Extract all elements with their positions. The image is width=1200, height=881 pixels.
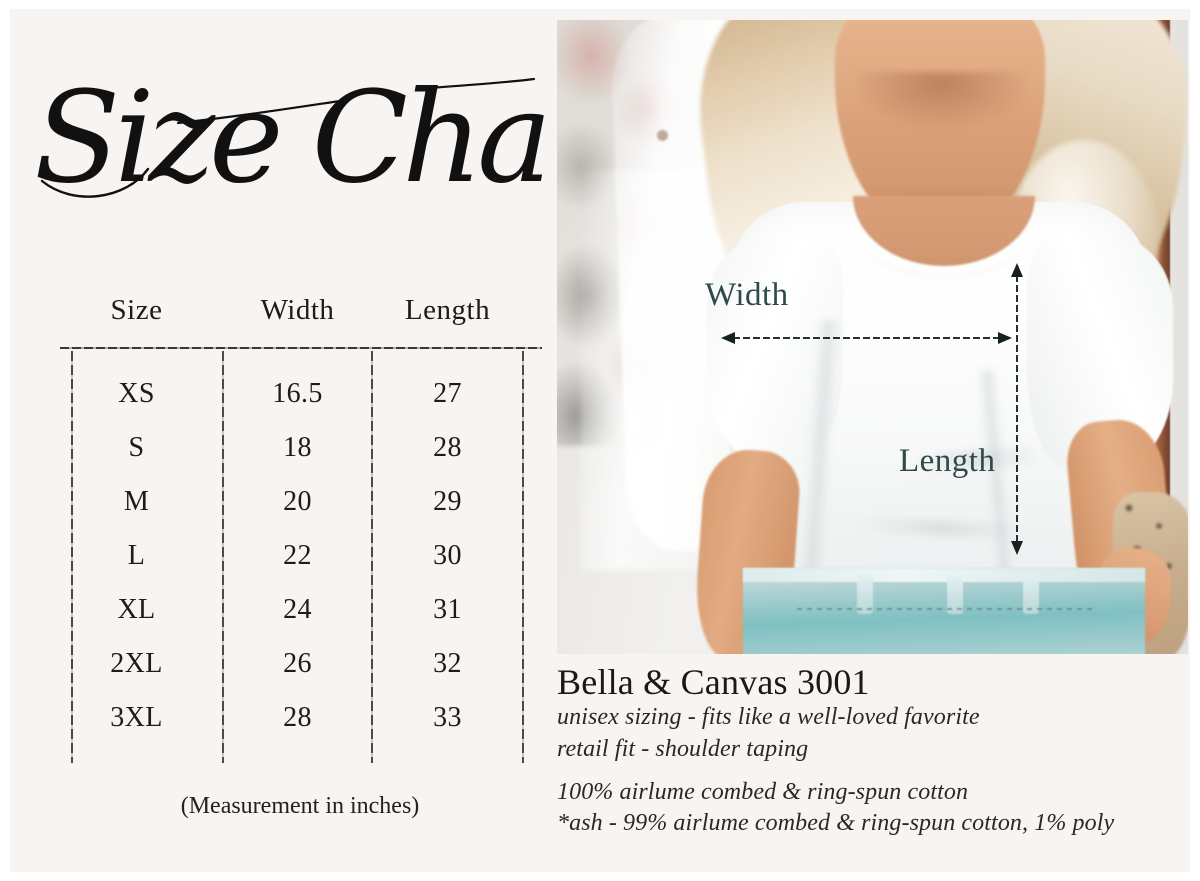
page-title: Size Chart bbox=[28, 31, 548, 241]
table-row: M 20 29 bbox=[50, 475, 550, 529]
table-header-rule bbox=[60, 347, 542, 349]
cell-length: 31 bbox=[433, 594, 462, 625]
content-panel: Size Chart Size Width Length bbox=[10, 9, 1190, 872]
product-description: Bella & Canvas 3001 unisex sizing - fits… bbox=[557, 662, 1188, 839]
table-row: XL 24 31 bbox=[50, 583, 550, 637]
cell-length: 33 bbox=[433, 702, 462, 733]
cell-size: 2XL bbox=[110, 648, 163, 679]
table-row: XS 16.5 27 bbox=[50, 367, 550, 421]
column-header-size: Size bbox=[110, 294, 163, 326]
width-annotation-label: Width bbox=[705, 277, 789, 313]
horizontal-double-arrow-icon bbox=[721, 332, 1012, 344]
cell-size: XL bbox=[117, 594, 156, 625]
cell-size: L bbox=[127, 540, 146, 571]
page-title-script: Size Chart bbox=[34, 64, 548, 211]
table-header-row: Size Width Length bbox=[50, 285, 550, 343]
product-photo: Width Length bbox=[557, 20, 1188, 654]
product-description-line: 100% airlume combed & ring-spun cotton bbox=[557, 778, 969, 805]
table-body: XS 16.5 27 S 18 28 M 20 29 bbox=[50, 367, 550, 745]
cell-length: 32 bbox=[433, 648, 462, 679]
page-title-text: Size Chart bbox=[34, 64, 548, 211]
table-divider-left bbox=[71, 351, 73, 763]
cell-width: 24 bbox=[283, 594, 312, 625]
product-description-line: retail fit - shoulder taping bbox=[557, 735, 809, 762]
table-row: S 18 28 bbox=[50, 421, 550, 475]
measurement-footnote: (Measurement in inches) bbox=[180, 793, 420, 819]
photo-drape-button bbox=[657, 130, 668, 141]
product-description-line: *ash - 99% airlume combed & ring-spun co… bbox=[557, 809, 1115, 836]
cell-width: 28 bbox=[283, 702, 312, 733]
table-row: 2XL 26 32 bbox=[50, 637, 550, 691]
cell-length: 28 bbox=[433, 432, 462, 463]
title-flourish-right-icon bbox=[418, 77, 536, 91]
cell-length: 27 bbox=[433, 378, 462, 409]
product-brand-title: Bella & Canvas 3001 bbox=[557, 662, 870, 702]
size-table: Size Width Length XS 16.5 27 S bbox=[50, 285, 550, 785]
cell-width: 16.5 bbox=[272, 378, 323, 409]
table-divider-width bbox=[371, 351, 373, 763]
cell-size: XS bbox=[118, 378, 155, 409]
photo-denim-jeans bbox=[743, 568, 1145, 654]
photo-denim-belt-loop bbox=[1023, 576, 1039, 614]
column-header-length: Length bbox=[404, 294, 491, 326]
product-description-line: unisex sizing - fits like a well-loved f… bbox=[557, 704, 980, 731]
cell-size: S bbox=[128, 432, 145, 463]
cell-width: 26 bbox=[283, 648, 312, 679]
cell-width: 22 bbox=[283, 540, 312, 571]
cell-length: 29 bbox=[433, 486, 462, 517]
photo-denim-waistband bbox=[743, 568, 1145, 582]
photo-white-drape-2 bbox=[581, 170, 701, 570]
table-row: L 22 30 bbox=[50, 529, 550, 583]
cell-size: M bbox=[123, 486, 150, 517]
vertical-double-arrow-icon bbox=[1011, 263, 1023, 555]
title-flourish-mid-icon bbox=[176, 99, 342, 125]
length-annotation-label: Length bbox=[899, 443, 996, 479]
cell-width: 18 bbox=[283, 432, 312, 463]
table-divider-size bbox=[222, 351, 224, 763]
left-column: Size Chart Size Width Length bbox=[10, 9, 558, 872]
cell-length: 30 bbox=[433, 540, 462, 571]
table-divider-right bbox=[522, 351, 524, 763]
title-flourish-left-icon bbox=[40, 167, 150, 198]
photo-denim-belt-loop bbox=[947, 576, 963, 614]
table-row: 3XL 28 33 bbox=[50, 691, 550, 745]
cell-size: 3XL bbox=[110, 702, 163, 733]
photo-chin-shadow bbox=[857, 72, 1025, 128]
photo-tshirt-neck-rib bbox=[847, 218, 1041, 280]
photo-denim-belt-loop bbox=[857, 576, 873, 614]
right-column: Width Length Bella & Canvas 3001 unisex … bbox=[547, 9, 1190, 872]
photo-denim-stitching bbox=[797, 608, 1097, 610]
column-header-width: Width bbox=[260, 294, 335, 326]
cell-width: 20 bbox=[283, 486, 312, 517]
